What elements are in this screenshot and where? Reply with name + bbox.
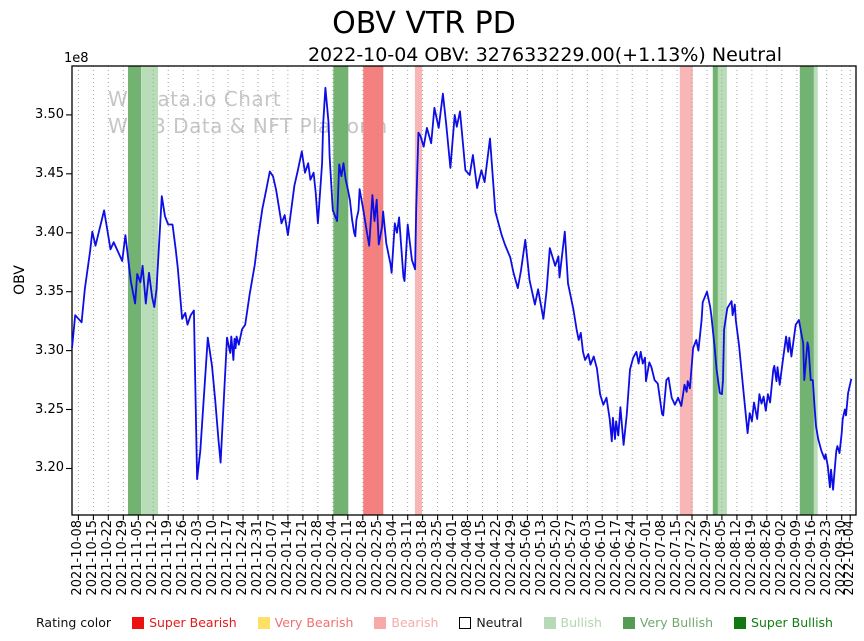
chart-title: OBV VTR PD	[332, 6, 516, 41]
x-tick-label: 2022-04-22	[489, 520, 504, 596]
x-tick-label: 2021-10-15	[85, 520, 100, 596]
legend-label: Very Bearish	[274, 615, 354, 630]
x-tick-label: 2022-05-20	[549, 520, 564, 596]
legend-item-neutral: Neutral	[459, 615, 523, 630]
x-tick-label: 2022-06-03	[579, 520, 594, 596]
y-axis-offset-label: 1e8	[64, 51, 89, 66]
chart-subtitle: 2022-10-04 OBV: 327633229.00(+1.13%) Neu…	[307, 44, 783, 66]
x-tick-label: 2022-04-08	[460, 520, 475, 596]
x-tick-label: 2021-12-17	[220, 520, 235, 596]
x-tick-label: 2022-01-07	[265, 520, 280, 596]
x-tick-label: 2021-12-03	[190, 520, 205, 596]
y-tick-label: 3.50	[35, 107, 64, 122]
x-tick-label: 2022-03-18	[415, 520, 430, 596]
x-tick-label: 2022-09-02	[774, 520, 789, 596]
x-tick-label: 2022-04-15	[474, 520, 489, 596]
legend-item-bearish: Bearish	[374, 615, 438, 630]
legend-swatch-icon	[257, 616, 270, 629]
x-tick-label: 2021-10-29	[115, 520, 130, 596]
y-tick-label: 3.35	[35, 284, 64, 299]
x-tick-label: 2021-11-12	[145, 520, 160, 596]
legend-item-bullish: Bullish	[543, 615, 602, 630]
rating-band-bullish	[717, 66, 727, 515]
rating-band-very-bullish	[712, 66, 718, 515]
y-tick-label: 3.25	[35, 402, 64, 417]
legend-swatch-icon	[459, 616, 472, 629]
legend-label: Super Bullish	[751, 615, 833, 630]
x-tick-label: 2022-07-29	[699, 520, 714, 596]
x-tick-label: 2022-08-12	[729, 520, 744, 596]
rating-band-bullish	[813, 66, 818, 515]
legend-label: Bullish	[560, 615, 602, 630]
legend-item-very-bullish: Very Bullish	[622, 615, 714, 630]
legend-swatch-icon	[132, 616, 145, 629]
x-tick-label: 2022-02-11	[340, 520, 355, 596]
obv-line	[71, 86, 853, 491]
legend-item-very-bearish: Very Bearish	[257, 615, 354, 630]
x-tick-label: 2021-11-05	[130, 520, 145, 596]
rating-band-bearish	[414, 66, 422, 515]
legend-item-super-bullish: Super Bullish	[734, 615, 833, 630]
legend-label: Very Bullish	[639, 615, 714, 630]
x-tick-label: 2021-10-22	[100, 520, 115, 596]
x-tick-label: 2022-02-25	[370, 520, 385, 596]
legend-label: Super Bearish	[149, 615, 237, 630]
y-tick-label: 3.20	[35, 460, 64, 475]
x-tick-label: 2022-08-19	[744, 520, 759, 596]
rating-band-very-bearish	[363, 66, 384, 515]
x-tick-label: 2021-12-24	[235, 520, 250, 596]
x-tick-label: 2022-05-13	[534, 520, 549, 596]
axes-frame	[71, 65, 857, 516]
x-tick-label: 2022-02-04	[325, 520, 340, 596]
x-tick-label: 2022-07-22	[684, 520, 699, 596]
x-tick-label: 2022-07-01	[639, 520, 654, 596]
rating-band-bullish	[141, 66, 158, 515]
x-tick-label: 2022-04-01	[445, 520, 460, 596]
y-tick-label: 3.45	[35, 166, 64, 181]
x-tick-label: 2022-06-24	[624, 520, 639, 596]
legend-swatch-icon	[622, 616, 635, 629]
legend-title: Rating color	[36, 615, 112, 630]
x-tick-label: 2022-03-25	[430, 520, 445, 596]
y-tick-label: 3.40	[35, 225, 64, 240]
legend-swatch-icon	[374, 616, 387, 629]
legend-item-super-bearish: Super Bearish	[132, 615, 237, 630]
x-tick-label: 2022-09-23	[819, 520, 834, 596]
x-tick-label: 2022-05-06	[519, 520, 534, 596]
x-tick-label: 2021-11-19	[160, 520, 175, 596]
x-tick-label: 2021-12-10	[205, 520, 220, 596]
legend-swatch-icon	[734, 616, 747, 629]
x-tick-label: 2022-03-11	[400, 520, 415, 596]
x-tick-label: 2022-08-26	[759, 520, 774, 596]
x-tick-label: 2022-01-14	[280, 520, 295, 596]
rating-band-very-bullish	[128, 66, 141, 515]
rating-band-bearish	[679, 66, 693, 515]
legend-swatch-icon	[543, 616, 556, 629]
x-tick-label: 2022-05-27	[564, 520, 579, 596]
x-tick-label: 2021-11-26	[175, 520, 190, 596]
x-tick-label: 2022-02-18	[355, 520, 370, 596]
x-tick-label: 2022-08-05	[714, 520, 729, 596]
x-tick-label: 2021-12-31	[250, 520, 265, 596]
x-tick-label: 2022-01-28	[310, 520, 325, 596]
x-tick-label: 2022-09-16	[804, 520, 819, 596]
x-tick-label: 2021-10-08	[70, 520, 85, 596]
y-tick-label: 3.30	[35, 343, 64, 358]
x-tick-label: 2022-07-15	[669, 520, 684, 596]
x-tick-label: 2022-04-29	[504, 520, 519, 596]
rating-legend: Rating color Super Bearish Very Bearish Be…	[36, 615, 860, 630]
legend-label: Bearish	[391, 615, 439, 630]
x-tick-label: 2022-10-04	[842, 520, 857, 596]
x-tick-label: 2022-06-17	[609, 520, 624, 596]
rating-band-very-bullish	[799, 66, 814, 515]
x-tick-label: 2022-03-04	[385, 520, 400, 596]
legend-label: Neutral	[476, 615, 523, 630]
x-tick-label: 2022-06-10	[594, 520, 609, 596]
x-tick-label: 2022-07-08	[654, 520, 669, 596]
x-tick-label: 2022-09-09	[789, 520, 804, 596]
rating-band-very-bullish	[333, 66, 349, 515]
x-tick-label: 2022-01-21	[295, 520, 310, 596]
